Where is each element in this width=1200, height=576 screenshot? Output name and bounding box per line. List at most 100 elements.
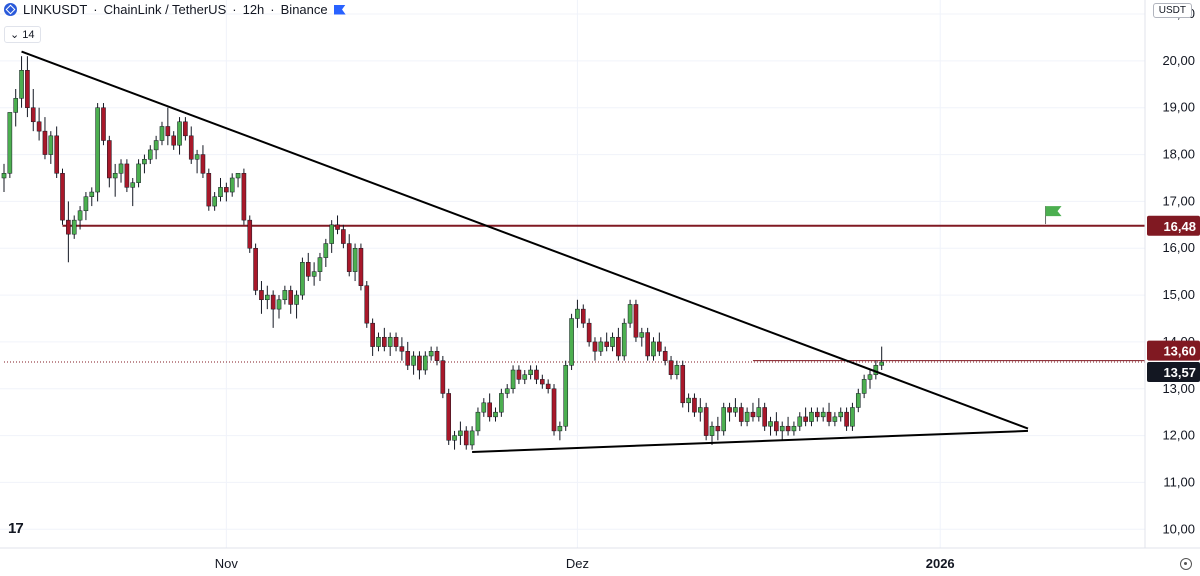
chart-header[interactable]: LINKUSDT · ChainLink / TetherUS · 12h · … [4, 2, 346, 17]
candle-body [112, 173, 118, 179]
candle [463, 426, 469, 450]
candle-body [54, 135, 59, 174]
candle [200, 145, 206, 178]
candle-body [335, 224, 340, 230]
price-label-bg [1147, 340, 1200, 361]
gear-icon[interactable] [1180, 558, 1192, 570]
candle-body [253, 247, 258, 291]
candle [469, 426, 475, 450]
candle [768, 416, 773, 436]
candle-body [855, 393, 861, 408]
candle [95, 103, 100, 202]
candle [522, 370, 528, 385]
y-tick-label: 12,00 [1162, 428, 1195, 443]
candle [171, 131, 176, 150]
candle-body [832, 416, 838, 422]
candle-body [452, 435, 457, 441]
candle-body [809, 411, 814, 422]
symbol-label[interactable]: LINKUSDT [23, 2, 88, 17]
candle-body [499, 393, 504, 413]
candle [844, 407, 849, 431]
candles[interactable] [1, 56, 884, 450]
candle-body [48, 135, 54, 155]
candle-body [188, 135, 194, 160]
candle-body [89, 191, 95, 197]
y-axis-tick-labels[interactable]: 21,0020,0019,0018,0017,0016,0015,0014,00… [1162, 6, 1195, 536]
candle-body [703, 407, 709, 436]
y-tick-label: 18,00 [1162, 147, 1195, 162]
candle-body [417, 355, 422, 371]
candle [791, 421, 797, 436]
candle [411, 351, 416, 375]
candle [820, 407, 826, 422]
candle [124, 159, 130, 193]
candle-body [171, 135, 176, 146]
candle [785, 416, 791, 436]
candle [364, 281, 370, 328]
candle [610, 332, 615, 352]
header-separator: · [93, 2, 98, 17]
candle [797, 412, 803, 431]
candle-body [434, 351, 440, 361]
candle-body [750, 411, 756, 418]
candle-body [329, 224, 334, 244]
candle-body [487, 402, 492, 418]
candle [744, 407, 750, 427]
flag-icon[interactable] [333, 4, 346, 15]
candle [101, 103, 106, 146]
candle-body [259, 290, 264, 301]
candle-body [136, 163, 141, 183]
candle-body [621, 322, 627, 357]
candle-body [586, 322, 592, 343]
candle [639, 327, 645, 347]
trend-lines[interactable] [21, 50, 1029, 453]
candle-body [200, 154, 206, 174]
price-label: 13,60 [1147, 340, 1200, 361]
price-label-text: 13,57 [1163, 365, 1196, 380]
candle [616, 327, 621, 361]
candle-body [715, 425, 721, 432]
interval-label[interactable]: 12h [242, 2, 265, 17]
candle [809, 407, 814, 427]
candle-body [83, 196, 89, 212]
candle-body [686, 397, 691, 404]
candle-body [194, 154, 200, 160]
candle-body [575, 308, 580, 319]
candle [516, 365, 522, 385]
candle [674, 360, 680, 380]
candle-body [463, 430, 469, 446]
candle-body [458, 430, 463, 436]
candle-body [77, 210, 83, 221]
candle [305, 252, 311, 282]
candle [540, 374, 545, 389]
indicator-toggle[interactable]: ⌄ 14 [4, 26, 41, 43]
candle-body [580, 308, 586, 324]
candle-body [305, 262, 311, 277]
candle-body [657, 341, 662, 352]
candle-body [107, 140, 112, 179]
flag-marker[interactable] [1045, 206, 1062, 225]
candle-body [265, 294, 270, 301]
candle-body [60, 173, 65, 221]
candle [428, 346, 434, 361]
candle [598, 337, 604, 356]
exchange-label: Binance [280, 2, 328, 17]
candle [481, 398, 487, 417]
candle-body [7, 112, 13, 174]
candle [399, 337, 405, 361]
tradingview-logo-icon[interactable]: 17 [8, 520, 24, 537]
candle-body [844, 411, 849, 427]
candle-body [66, 219, 71, 235]
candle-body [30, 107, 36, 123]
candle-body [165, 126, 171, 137]
candle [136, 159, 141, 188]
currency-selector[interactable]: USDT [1152, 3, 1192, 18]
candle-body [504, 388, 510, 394]
candle-body [317, 257, 323, 272]
candle-body [446, 393, 452, 441]
candle-body [288, 290, 294, 305]
candle-body [803, 416, 808, 422]
x-axis-tick-labels[interactable]: Nov Dez 2026 [215, 556, 955, 571]
candle [621, 318, 627, 361]
